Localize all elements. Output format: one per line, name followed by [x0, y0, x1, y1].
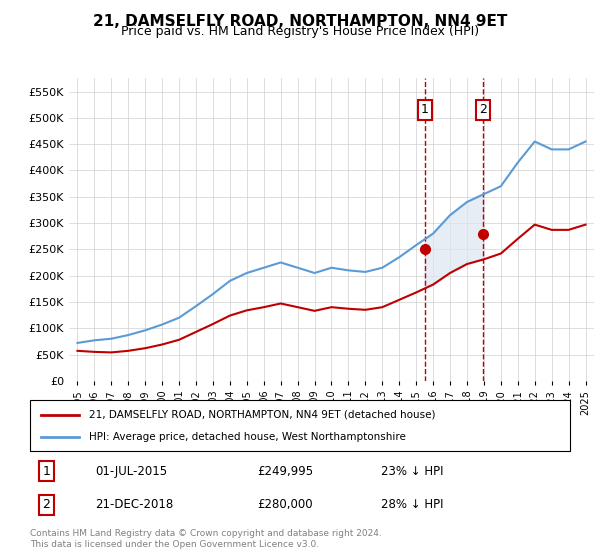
Text: 21-DEC-2018: 21-DEC-2018 — [95, 498, 173, 511]
Text: 28% ↓ HPI: 28% ↓ HPI — [381, 498, 443, 511]
Text: 01-JUL-2015: 01-JUL-2015 — [95, 465, 167, 478]
Text: £280,000: £280,000 — [257, 498, 313, 511]
Text: 23% ↓ HPI: 23% ↓ HPI — [381, 465, 443, 478]
Text: 2: 2 — [479, 104, 487, 116]
Text: Price paid vs. HM Land Registry's House Price Index (HPI): Price paid vs. HM Land Registry's House … — [121, 25, 479, 38]
Text: 21, DAMSELFLY ROAD, NORTHAMPTON, NN4 9ET: 21, DAMSELFLY ROAD, NORTHAMPTON, NN4 9ET — [93, 14, 507, 29]
FancyBboxPatch shape — [30, 400, 570, 451]
Text: Contains HM Land Registry data © Crown copyright and database right 2024.
This d: Contains HM Land Registry data © Crown c… — [30, 529, 382, 549]
Text: £249,995: £249,995 — [257, 465, 313, 478]
Text: 21, DAMSELFLY ROAD, NORTHAMPTON, NN4 9ET (detached house): 21, DAMSELFLY ROAD, NORTHAMPTON, NN4 9ET… — [89, 409, 436, 419]
Text: 2: 2 — [42, 498, 50, 511]
Text: 1: 1 — [42, 465, 50, 478]
Text: HPI: Average price, detached house, West Northamptonshire: HPI: Average price, detached house, West… — [89, 432, 406, 442]
Text: 1: 1 — [421, 104, 428, 116]
